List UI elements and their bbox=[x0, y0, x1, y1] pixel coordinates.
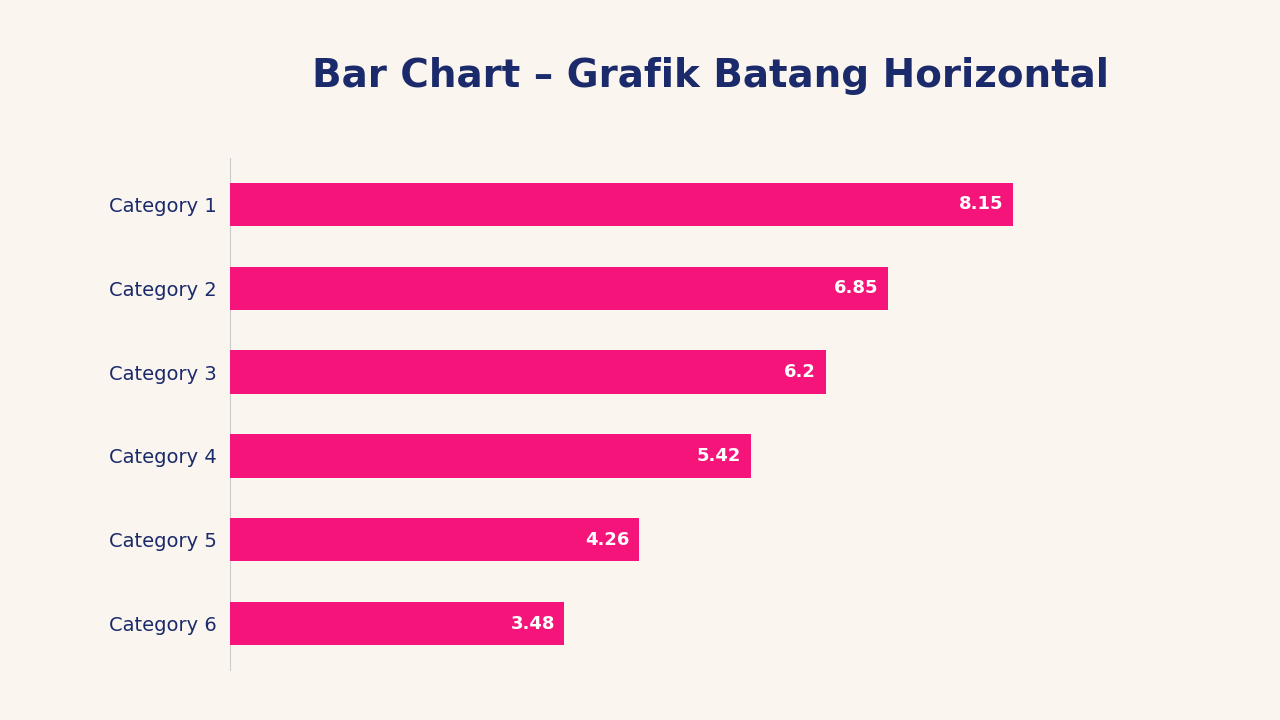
Text: 4.26: 4.26 bbox=[585, 531, 630, 549]
Bar bbox=[230, 351, 826, 394]
Bar bbox=[230, 183, 1012, 226]
Bar bbox=[230, 602, 564, 645]
Text: 6.85: 6.85 bbox=[833, 279, 878, 297]
Text: Bar Chart – Grafik Batang Horizontal: Bar Chart – Grafik Batang Horizontal bbox=[312, 57, 1108, 94]
Bar bbox=[230, 434, 750, 477]
Text: 5.42: 5.42 bbox=[696, 447, 741, 465]
Text: 8.15: 8.15 bbox=[959, 196, 1004, 214]
Bar bbox=[230, 266, 888, 310]
Bar bbox=[230, 518, 639, 562]
Text: 6.2: 6.2 bbox=[785, 363, 817, 381]
Text: 3.48: 3.48 bbox=[511, 614, 556, 632]
